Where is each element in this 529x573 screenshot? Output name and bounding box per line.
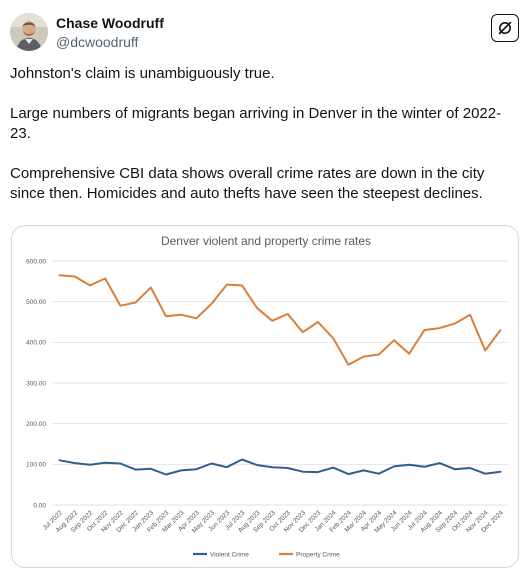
display-name[interactable]: Chase Woodruff — [56, 15, 164, 31]
legend-label-violent: Violent Crime — [210, 551, 249, 558]
y-tick-label: 300.00 — [26, 380, 46, 387]
avatar-photo-icon — [10, 13, 48, 51]
author-names: Chase Woodruff @dcwoodruff — [56, 14, 164, 51]
y-axis-ticks: 0.00 100.00 200.00 300.00 400.00 500.00 600.00 — [26, 258, 46, 509]
y-tick-label: 100.00 — [26, 462, 46, 469]
violent-crime-line — [58, 458, 502, 476]
y-tick-label: 400.00 — [26, 340, 46, 347]
grok-icon — [498, 21, 512, 35]
legend-label-property: Property Crime — [296, 551, 340, 558]
grok-button[interactable] — [491, 14, 519, 42]
chart-legend: Violent Crime Property Crime — [193, 551, 340, 558]
grid-lines — [52, 260, 508, 506]
data-series — [58, 274, 502, 476]
chart-title: Denver violent and property crime rates — [161, 234, 371, 248]
tweet-paragraph: Large numbers of migrants began arriving… — [10, 105, 502, 142]
tweet-text: Johnston's claim is unambiguously true. … — [10, 64, 519, 204]
handle[interactable]: @dcwoodruff — [56, 34, 139, 50]
y-tick-label: 0.00 — [33, 502, 46, 509]
y-tick-label: 500.00 — [26, 299, 46, 306]
property-crime-line — [58, 274, 502, 366]
avatar[interactable] — [10, 13, 48, 51]
y-tick-label: 200.00 — [26, 421, 46, 428]
chart-image-card[interactable]: Denver violent and property crime rates … — [11, 225, 519, 568]
tweet-paragraph: Comprehensive CBI data shows overall cri… — [10, 165, 485, 202]
y-tick-label: 600.00 — [26, 258, 46, 265]
crime-rate-chart: Denver violent and property crime rates … — [26, 234, 508, 558]
tweet-header: Chase Woodruff @dcwoodruff — [10, 12, 519, 54]
tweet-paragraph: Johnston's claim is unambiguously true. — [10, 65, 275, 82]
